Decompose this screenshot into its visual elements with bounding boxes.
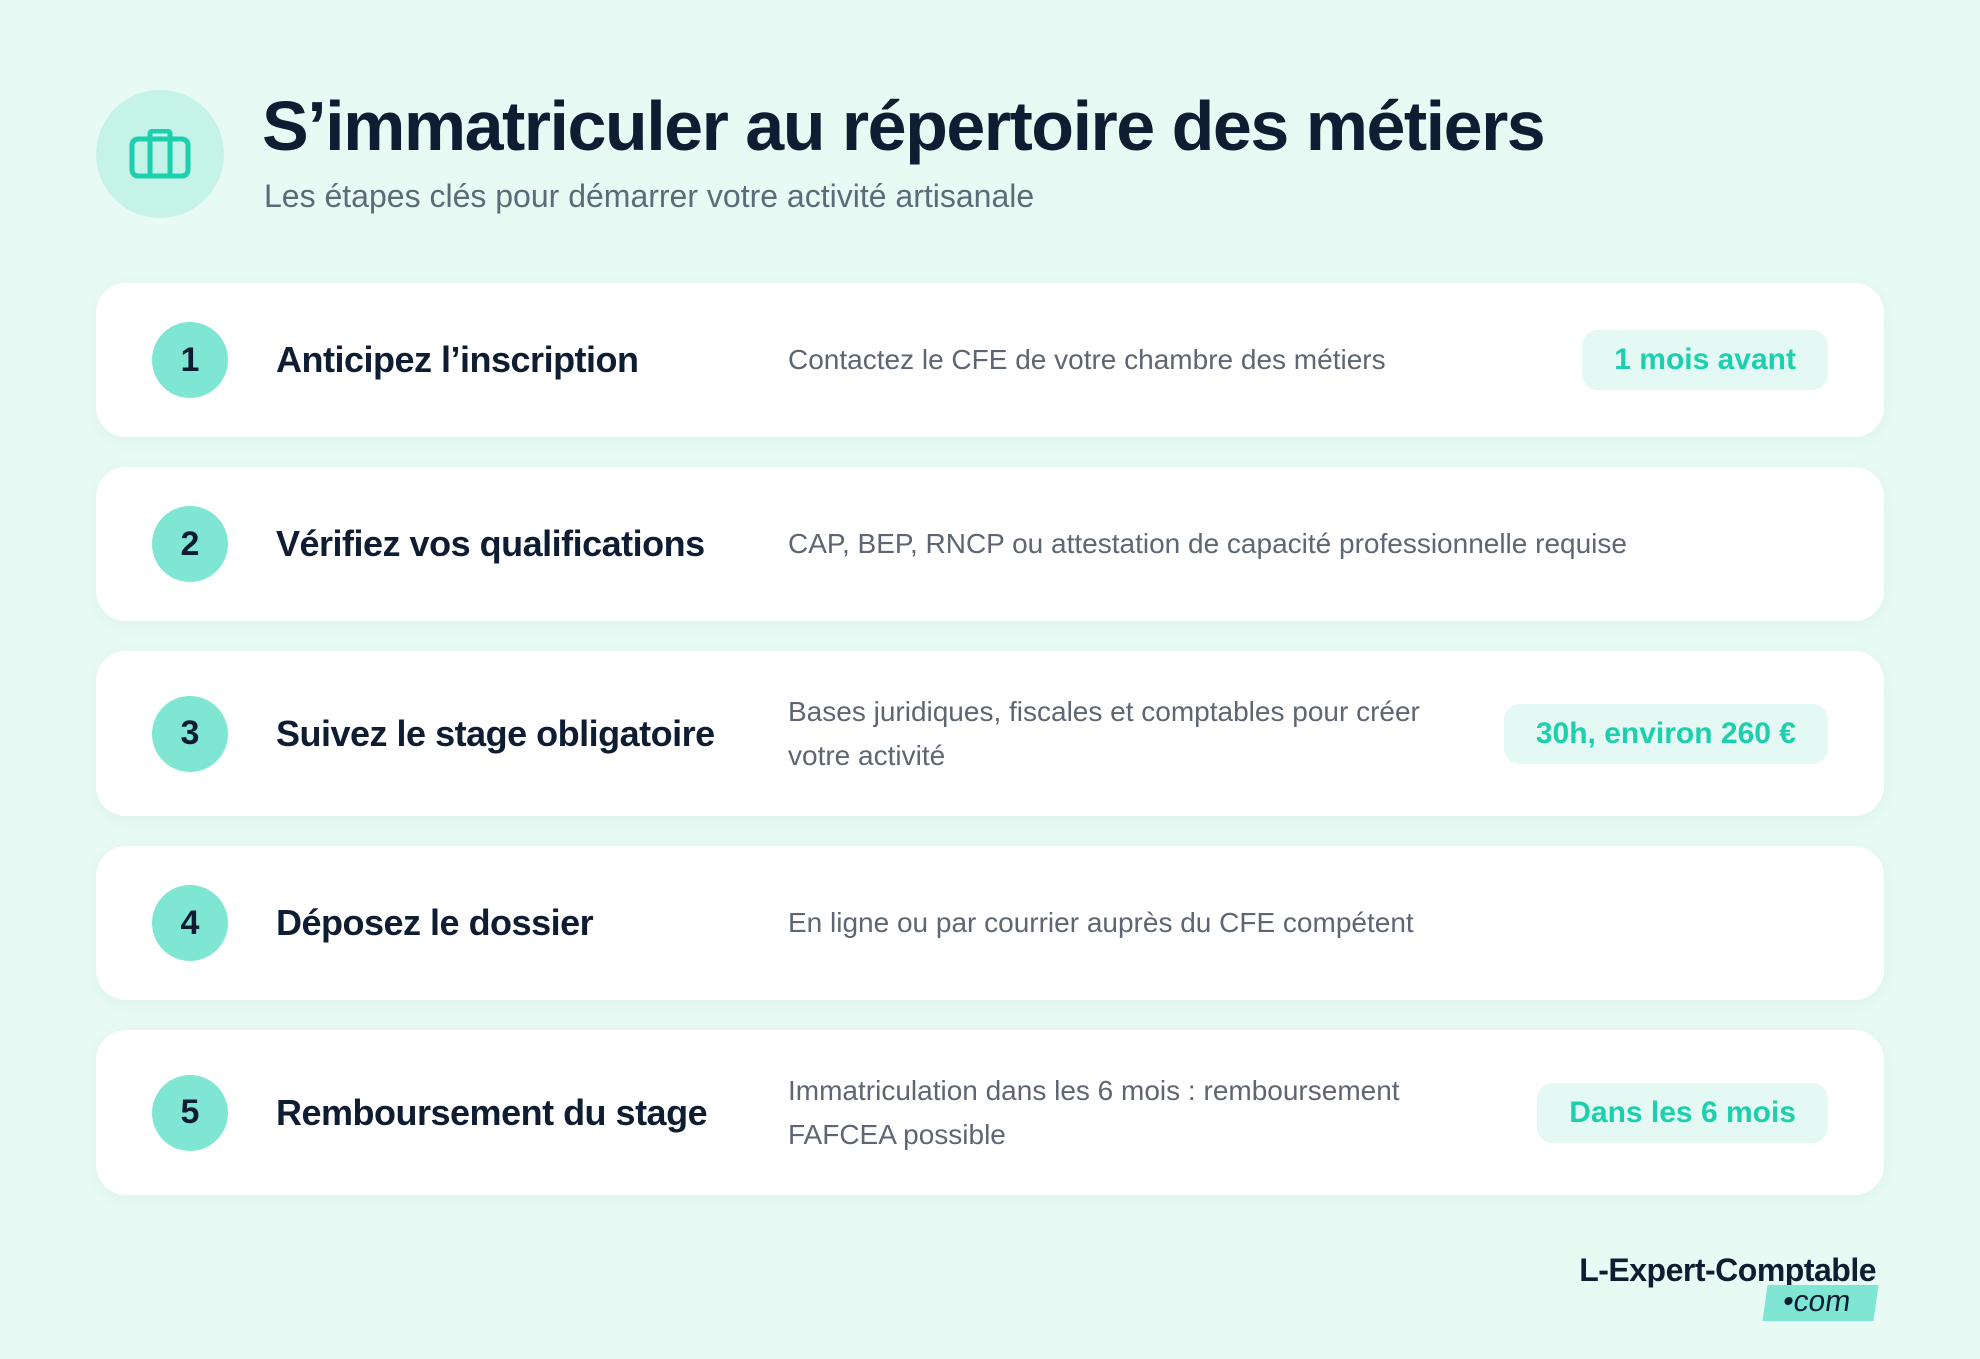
step-title: Déposez le dossier bbox=[276, 902, 594, 943]
step-description: En ligne ou par courrier auprès du CFE c… bbox=[788, 907, 1414, 938]
page-subtitle: Les étapes clés pour démarrer votre acti… bbox=[264, 178, 1035, 214]
step-description: Contactez le CFE de votre chambre des mé… bbox=[788, 344, 1386, 375]
header-icon bbox=[96, 90, 224, 218]
step-card: 2 Vérifiez vos qualifications CAP, BEP, RN… bbox=[96, 467, 1884, 621]
step-title: Anticipez l’inscription bbox=[276, 339, 639, 380]
step-description: Bases juridiques, fiscales et comptables… bbox=[788, 695, 1420, 771]
page-title: S’immatriculer au répertoire des métiers bbox=[262, 87, 1546, 165]
step-card: 4 Déposez le dossier En ligne ou par courr… bbox=[96, 846, 1884, 1000]
step-description: Immatriculation dans les 6 mois : rembou… bbox=[788, 1074, 1400, 1150]
step-card: 5 Remboursement du stage Immatriculation d… bbox=[96, 1030, 1884, 1195]
step-title: Suivez le stage obligatoire bbox=[276, 712, 715, 754]
step-number: 2 bbox=[152, 506, 228, 582]
step-description: CAP, BEP, RNCP ou attestation de capacit… bbox=[788, 528, 1627, 559]
logo: L-Expert-Comptable •com bbox=[1579, 1252, 1879, 1321]
logo-name: L-Expert-Comptable bbox=[1579, 1252, 1876, 1288]
logo-suffix: •com bbox=[1762, 1285, 1879, 1321]
briefcase-icon bbox=[129, 129, 191, 179]
step-card: 3 Suivez le stage obligatoire Bases juridi… bbox=[96, 651, 1884, 816]
step-badge: 30h, environ 260 € bbox=[1503, 703, 1828, 764]
step-number: 3 bbox=[152, 695, 228, 772]
step-title: Remboursement du stage bbox=[276, 1091, 708, 1133]
step-title: Vérifiez vos qualifications bbox=[276, 523, 705, 564]
step-number: 5 bbox=[152, 1074, 228, 1151]
step-badge: 1 mois avant bbox=[1582, 330, 1828, 390]
steps-list: 1 Anticipez l’inscription Contactez le CFE… bbox=[96, 283, 1884, 1225]
step-card: 1 Anticipez l’inscription Contactez le CFE… bbox=[96, 283, 1884, 437]
step-number: 1 bbox=[152, 322, 228, 398]
step-number: 4 bbox=[152, 885, 228, 961]
step-badge: Dans les 6 mois bbox=[1537, 1082, 1828, 1143]
